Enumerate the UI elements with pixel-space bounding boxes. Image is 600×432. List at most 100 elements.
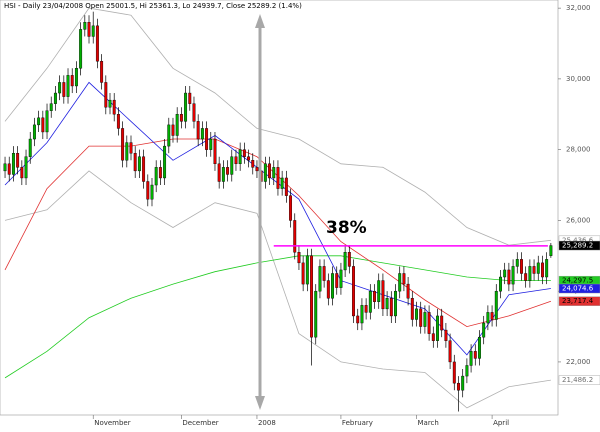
candle-body: [373, 290, 376, 302]
candle-body: [499, 276, 502, 292]
candle-body: [66, 75, 70, 97]
candle-body: [129, 142, 133, 154]
candle-body: [486, 312, 490, 324]
candle-body: [70, 75, 74, 87]
candle-body: [440, 315, 444, 331]
arrow-head: [255, 396, 265, 410]
candle-body: [360, 305, 364, 324]
candle-body: [339, 269, 343, 288]
candle-body: [436, 315, 439, 341]
candle-body: [163, 145, 167, 179]
candle-body: [112, 99, 116, 115]
candle-body: [272, 167, 276, 179]
x-tick-label: April: [493, 419, 509, 427]
candle-body: [221, 167, 225, 182]
indicator-line: [4, 170, 551, 409]
candle-body: [238, 149, 242, 165]
candle-body: [116, 114, 120, 129]
candle-body: [326, 280, 330, 299]
candle-body: [200, 128, 204, 140]
candle-body: [297, 252, 301, 264]
candle-body: [549, 245, 553, 256]
candle-body: [125, 142, 129, 161]
candle-body: [389, 298, 393, 317]
candle-body: [146, 181, 150, 200]
candle-body: [205, 128, 209, 150]
candle-body: [368, 290, 372, 313]
candle-body: [192, 103, 196, 122]
candle-body: [406, 283, 410, 299]
value-box-label: 25,289.2: [562, 242, 593, 250]
candle-body: [79, 29, 83, 69]
candle-body: [331, 273, 334, 299]
candle-body: [494, 290, 498, 320]
candle-body: [28, 138, 32, 157]
y-tick-label: 22,000: [566, 358, 591, 366]
candle-body: [301, 262, 305, 285]
candle-body: [7, 163, 11, 175]
candle-body: [427, 312, 431, 334]
candle-body: [410, 298, 414, 320]
candle-body: [469, 351, 473, 366]
candle-body: [402, 273, 406, 285]
value-box: [558, 375, 600, 385]
candle-body: [104, 82, 108, 108]
indicator-line: [4, 255, 551, 379]
candle-body: [49, 103, 53, 111]
candle-body: [121, 128, 125, 161]
candle-body: [419, 308, 423, 327]
candles: [3, 11, 553, 412]
candle-body: [398, 273, 402, 292]
candle-body: [83, 22, 87, 30]
candle-body: [196, 121, 200, 140]
candle-body: [452, 361, 456, 384]
candle-body: [268, 163, 272, 179]
value-box-label: 23,717.4: [562, 297, 594, 305]
candle-body: [100, 61, 104, 83]
annotation: 38%: [326, 218, 367, 238]
arrow-head: [255, 14, 265, 28]
candle-body: [150, 184, 154, 200]
candle-body: [545, 259, 549, 278]
candle-body: [364, 305, 368, 313]
x-tick-label: December: [182, 419, 218, 427]
candle-body: [32, 124, 36, 140]
candle-body: [53, 92, 57, 104]
candle-body: [251, 160, 255, 168]
candle-body: [465, 365, 469, 377]
value-box: [558, 296, 600, 306]
candle-body: [87, 22, 91, 37]
candle-body: [284, 177, 288, 196]
candle-body: [444, 329, 448, 341]
candle-body: [415, 308, 418, 320]
candle-body: [175, 114, 179, 136]
candle-body: [209, 138, 213, 150]
candle-body: [473, 351, 477, 359]
value-box: [558, 240, 600, 251]
x-tick-label: February: [342, 419, 373, 427]
candle-body: [184, 92, 188, 122]
candle-body: [478, 336, 481, 359]
candle-body: [45, 110, 49, 133]
value-box-label: 21,486.2: [562, 376, 593, 384]
candle-body: [347, 252, 351, 267]
x-tick-label: 2008: [258, 419, 276, 427]
candle-body: [503, 269, 507, 278]
candle-body: [377, 280, 381, 302]
candle-body: [314, 290, 318, 338]
candle-body: [507, 269, 511, 285]
candle-body: [515, 259, 519, 267]
candle-body: [536, 262, 540, 274]
candle-body: [37, 117, 41, 126]
candle-body: [74, 68, 78, 87]
candle-body: [520, 259, 523, 274]
candle-body: [3, 163, 7, 172]
candle-body: [133, 152, 137, 172]
value-box-label: 24,074.6: [562, 285, 594, 293]
candle-body: [91, 25, 95, 37]
y-tick-label: 28,000: [566, 146, 591, 154]
candle-body: [394, 290, 397, 317]
candle-body: [381, 280, 385, 310]
y-tick-label: 26,000: [566, 216, 591, 224]
candle-body: [356, 315, 360, 324]
